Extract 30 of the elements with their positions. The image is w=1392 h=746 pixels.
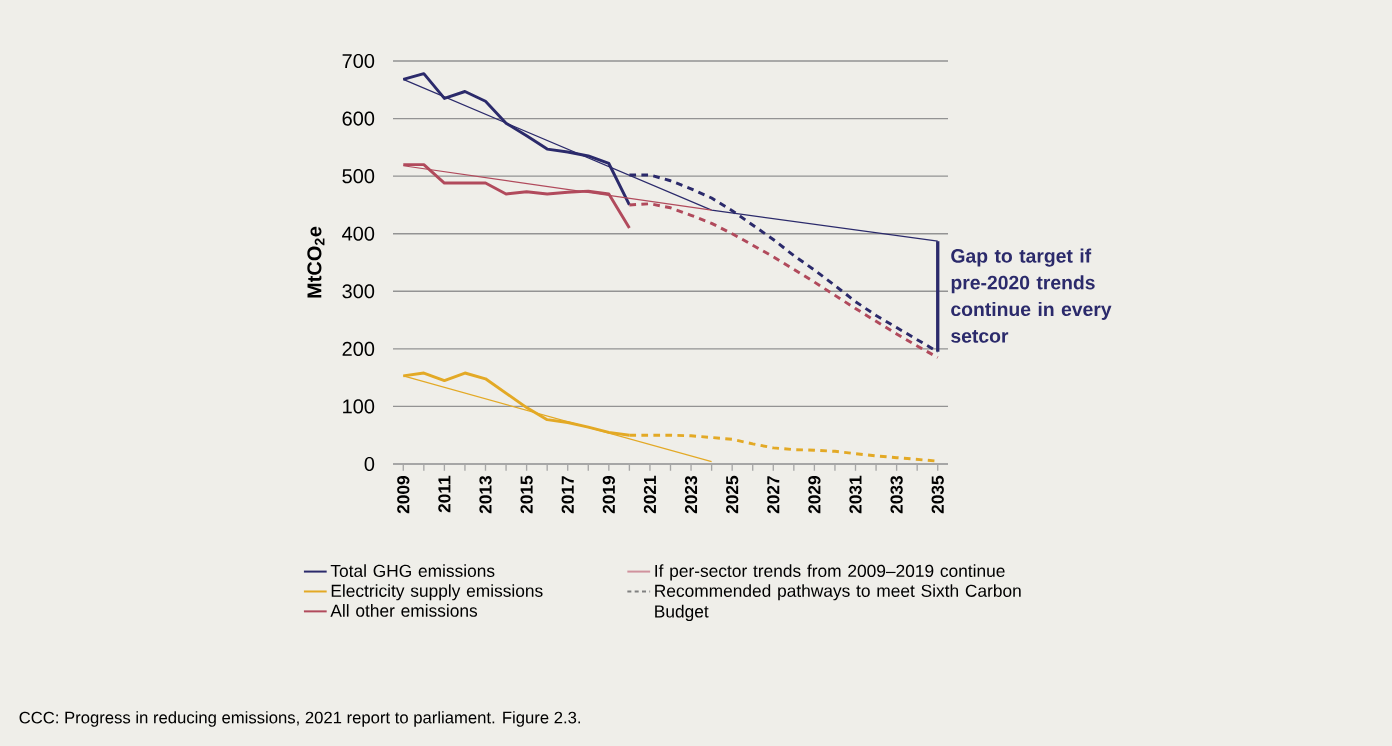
y-tick-label: 100 — [343, 399, 375, 414]
x-tick-label: 2013 — [479, 476, 492, 514]
x-tick-label: 2019 — [602, 476, 615, 514]
y-tick-label: 300 — [342, 284, 375, 299]
y-tick-label: 200 — [342, 341, 375, 356]
x-tick-label: 2021 — [643, 475, 657, 514]
y-tick-label: 600 — [342, 111, 375, 126]
x-tick-label: 2035 — [931, 475, 944, 514]
x-tick-label: 2027 — [767, 476, 780, 514]
legend-label: Total GHG emissions — [330, 564, 495, 578]
text: Recommended pathways to meet Sixth Carbon Budget — [655, 584, 1021, 622]
y-tick-label: 700 — [342, 53, 375, 69]
x-tick-label: 2025 — [726, 475, 739, 514]
x-tick-label: 2017 — [561, 476, 574, 514]
x-tick-label: 2015 — [520, 475, 533, 514]
text: If per-sector trends from 2009–2019 continue — [655, 564, 1005, 581]
y-tick-label: 400 — [342, 226, 375, 241]
legend-label: Electricity supply emissions — [331, 584, 543, 601]
x-tick-label: 2029 — [808, 476, 821, 514]
y-axis-title: MtCO$_{2}$e — [307, 226, 325, 298]
y-tick-label: 500 — [342, 169, 375, 184]
x-tick-label: 2011 — [438, 475, 451, 513]
x-tick-label: 2033 — [890, 476, 903, 514]
text: CCC: Progress in reducing emissions, 2021 report to parliament. Figure 2.3. — [19, 711, 581, 727]
x-tick-label: 2023 — [684, 476, 698, 514]
legend-label: All other emissions — [330, 604, 478, 617]
annotation: Gap to target if pre-2020 trends continue in every setcor — [951, 248, 1112, 343]
x-tick-label: 2031 — [849, 475, 862, 514]
x-tick-label: 2009 — [397, 476, 410, 514]
y-tick-label: 0 — [364, 456, 375, 472]
